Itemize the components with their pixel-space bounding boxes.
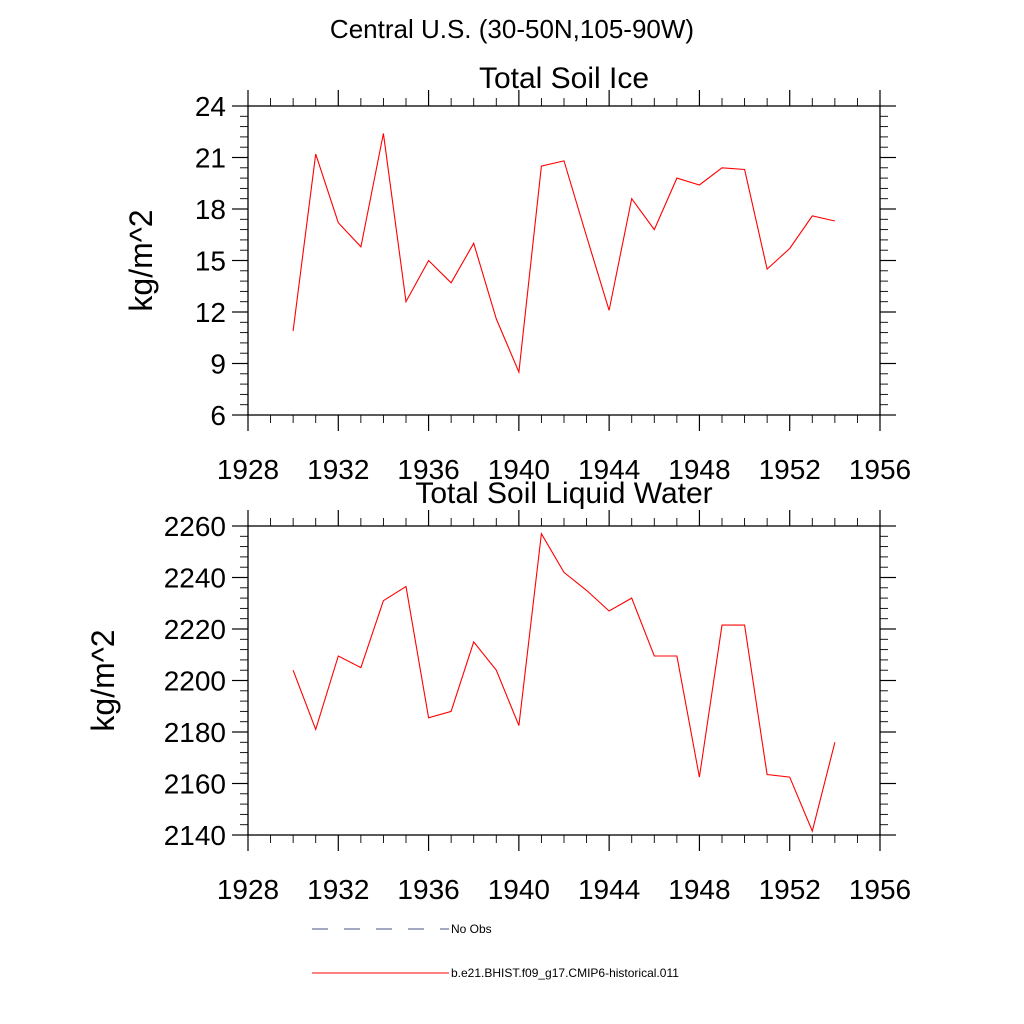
- chart1-xtick-label: 1940: [488, 454, 550, 485]
- chart2-xtick-label: 1928: [217, 874, 279, 905]
- chart2-xtick-label: 1936: [397, 874, 459, 905]
- chart1-ytick-label: 9: [210, 349, 226, 380]
- chart2-xtick-label: 1944: [578, 874, 640, 905]
- chart1-ytick-label: 12: [195, 297, 226, 328]
- chart2-xtick-label: 1948: [668, 874, 730, 905]
- chart2-xtick-label: 1940: [488, 874, 550, 905]
- chart2-ytick-label: 2140: [164, 820, 226, 851]
- chart1-ylabel: kg/m^2: [123, 209, 159, 311]
- chart1-series-line: [292, 133, 836, 375]
- chart1-xtick-label: 1948: [668, 454, 730, 485]
- chart2-xtick-label: 1932: [307, 874, 369, 905]
- chart2-series-line: [292, 532, 836, 833]
- chart1-xtick-label: 1956: [849, 454, 911, 485]
- chart1-plot-frame: [247, 105, 881, 416]
- chart1-ytick-label: 6: [210, 400, 226, 431]
- chart1-xtick-label: 1944: [578, 454, 640, 485]
- chart2-ytick-label: 2160: [164, 769, 226, 800]
- chart1-ytick-label: 18: [195, 194, 226, 225]
- chart1-ytick-label: 24: [195, 91, 226, 122]
- chart1-xtick-label: 1932: [307, 454, 369, 485]
- chart2-ytick-label: 2220: [164, 614, 226, 645]
- legend-label-1: No Obs: [451, 922, 492, 936]
- chart1-xtick-label: 1936: [397, 454, 459, 485]
- chart2-ytick-label: 2260: [164, 511, 226, 542]
- chart2-xtick-label: 1952: [759, 874, 821, 905]
- chart2-ytick-label: 2200: [164, 666, 226, 697]
- chart2-ylabel: kg/m^2: [85, 629, 121, 731]
- chart2-title: Total Soil Liquid Water: [415, 477, 712, 510]
- chart2-ytick-label: 2180: [164, 717, 226, 748]
- chart1-ytick-label: 15: [195, 246, 226, 277]
- chart2-ytick-label: 2240: [164, 563, 226, 594]
- chart1-xtick-label: 1952: [759, 454, 821, 485]
- chart1-title: Total Soil Ice: [479, 62, 649, 95]
- chart2-xtick-label: 1956: [849, 874, 911, 905]
- chart1-xtick-label: 1928: [217, 454, 279, 485]
- chart1-ytick-label: 21: [195, 143, 226, 174]
- page-title: Central U.S. (30-50N,105-90W): [329, 14, 695, 44]
- legend-label-2: b.e21.BHIST.f09_g17.CMIP6-historical.011: [451, 966, 679, 980]
